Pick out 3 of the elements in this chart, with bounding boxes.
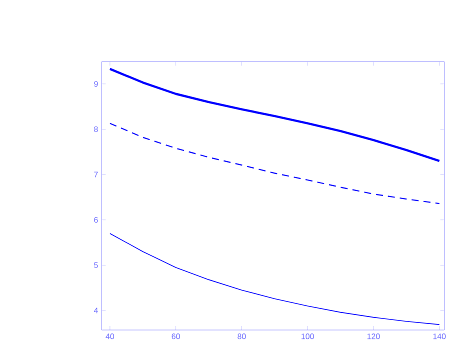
line-series [109, 122, 440, 204]
line-series [110, 233, 440, 325]
line-series [108, 68, 440, 162]
